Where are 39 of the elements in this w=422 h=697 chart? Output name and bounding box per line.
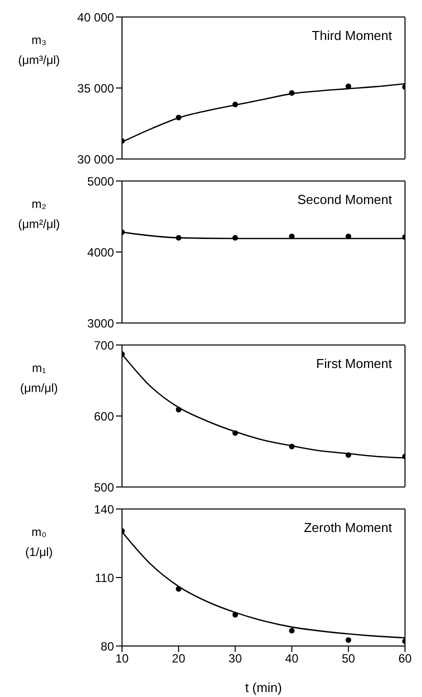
point [289, 628, 295, 634]
y-axis-title: m₁ (μm/μl) [19, 360, 59, 397]
y-tick-label: 80 [100, 639, 114, 654]
y-axis-title: m₂ (μm²/μl) [17, 196, 61, 233]
x-tick-label: 40 [285, 652, 299, 666]
point [346, 637, 352, 643]
x-axis-title: t (min) [245, 680, 282, 695]
point [176, 406, 182, 412]
y-tick-label: 600 [94, 409, 114, 424]
point [346, 83, 352, 90]
point [176, 114, 182, 120]
y-tick-label: 500 [94, 480, 114, 494]
x-tick-label: 30 [228, 652, 242, 666]
point [289, 90, 295, 96]
x-tick-label: 20 [172, 652, 186, 666]
y-axis-title: m₃ (μm³/μl) [17, 32, 61, 69]
point [232, 102, 238, 108]
x-tick-label: 10 [115, 652, 129, 666]
y-tick-label: 40 000 [77, 10, 114, 24]
point [232, 430, 238, 436]
text: Zeroth Moment [304, 520, 392, 535]
y-tick-label: 3000 [87, 316, 114, 330]
point [232, 612, 238, 618]
point [176, 586, 182, 592]
y-tick-label: 35 000 [77, 81, 114, 96]
text: Second Moment [297, 192, 392, 207]
text: First Moment [316, 356, 392, 371]
y-tick-label: 30 000 [77, 152, 114, 166]
y-tick-label: 5000 [87, 174, 114, 188]
y-tick-label: 140 [94, 502, 114, 516]
point [346, 452, 352, 458]
y-tick-label: 4000 [87, 245, 114, 260]
x-tick-label: 60 [398, 652, 412, 666]
y-axis-title: m₀ (1/μl) [24, 524, 54, 561]
y-tick-label: 700 [94, 338, 114, 352]
x-tick-label: 50 [342, 652, 356, 666]
y-tick-label: 110 [94, 570, 114, 585]
text: Third Moment [312, 28, 392, 43]
point [289, 444, 295, 450]
